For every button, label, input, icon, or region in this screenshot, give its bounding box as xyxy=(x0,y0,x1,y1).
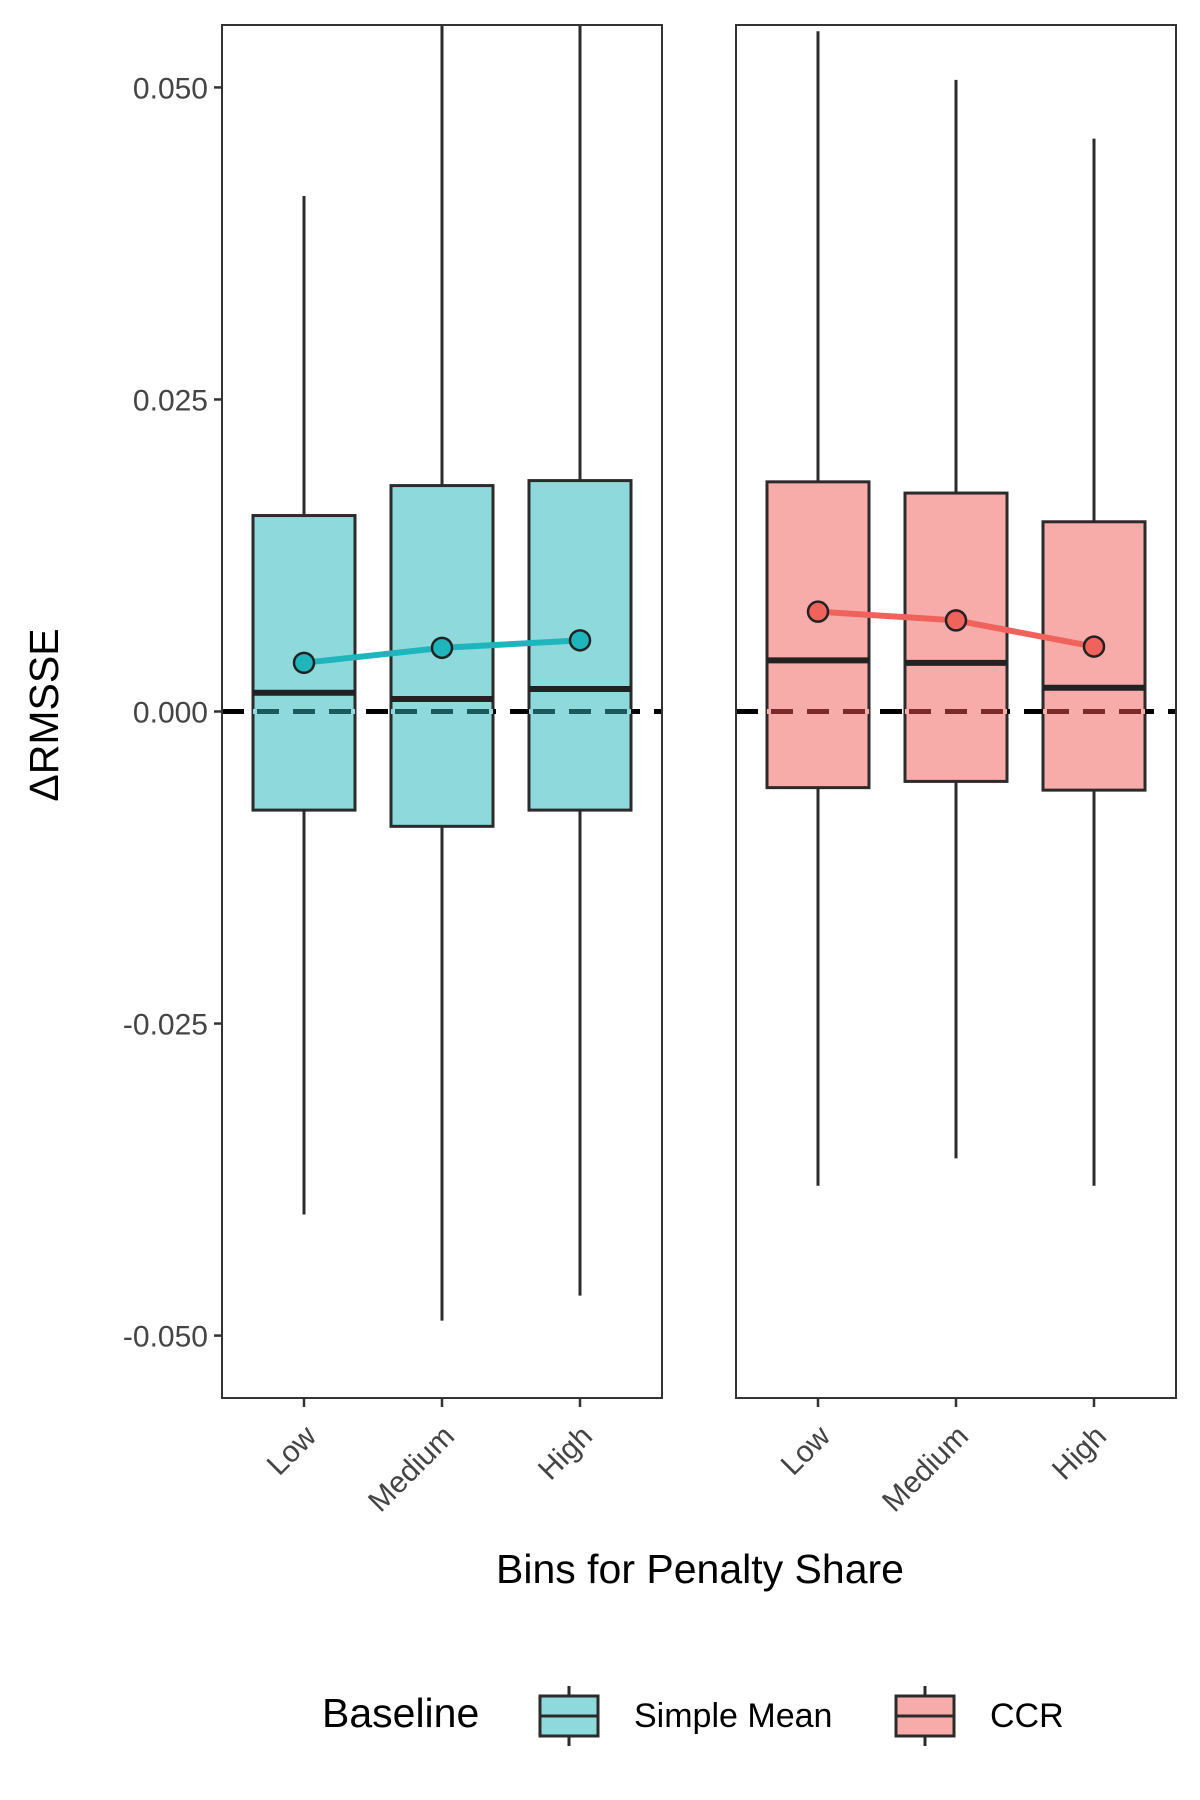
legend: Baseline Simple Mean CCR xyxy=(322,1686,1064,1746)
x-tick-label: High xyxy=(1046,1420,1113,1487)
panels-layer: Low Medium High Low Medium High xyxy=(221,24,1177,1519)
y-tick-label: 0.025 xyxy=(133,384,208,417)
y-axis: -0.050 -0.025 0.000 0.025 0.050 xyxy=(123,72,222,1354)
mean-point xyxy=(568,629,592,652)
box-iqr xyxy=(765,480,871,790)
x-tick-label: Low xyxy=(775,1419,837,1481)
x-tick-label: Medium xyxy=(362,1420,461,1519)
x-axis-title: Bins for Penalty Share xyxy=(496,1546,904,1592)
x-tick-label: Medium xyxy=(876,1420,975,1519)
y-tick-label: 0.050 xyxy=(133,72,208,105)
legend-entry-simple-mean: Simple Mean xyxy=(538,1686,832,1746)
mean-point xyxy=(430,636,454,660)
box-low xyxy=(765,31,871,1186)
y-tick-label: -0.050 xyxy=(123,1321,208,1354)
mean-point xyxy=(944,609,968,632)
y-tick-label: -0.025 xyxy=(123,1009,208,1042)
box-low xyxy=(251,196,357,1215)
legend-entry-ccr: CCR xyxy=(894,1686,1064,1746)
box-high xyxy=(1041,138,1147,1186)
mean-point xyxy=(806,600,830,623)
panel-ccr: Low Medium High xyxy=(735,24,1177,1519)
mean-point xyxy=(292,651,316,675)
box-high xyxy=(527,25,633,1296)
box-iqr xyxy=(903,491,1009,783)
legend-title: Baseline xyxy=(322,1690,479,1736)
box-medium xyxy=(389,25,495,1321)
x-tick-label: High xyxy=(532,1420,599,1487)
x-tick-label: Low xyxy=(261,1419,323,1481)
mean-point xyxy=(1082,635,1106,658)
legend-label: CCR xyxy=(990,1697,1064,1735)
y-tick-label: 0.000 xyxy=(133,697,208,730)
panel-simple-mean: Low Medium High xyxy=(221,24,663,1519)
legend-label: Simple Mean xyxy=(634,1697,832,1735)
box-medium xyxy=(903,79,1009,1159)
y-axis-title: ΔRMSSE xyxy=(21,628,67,801)
